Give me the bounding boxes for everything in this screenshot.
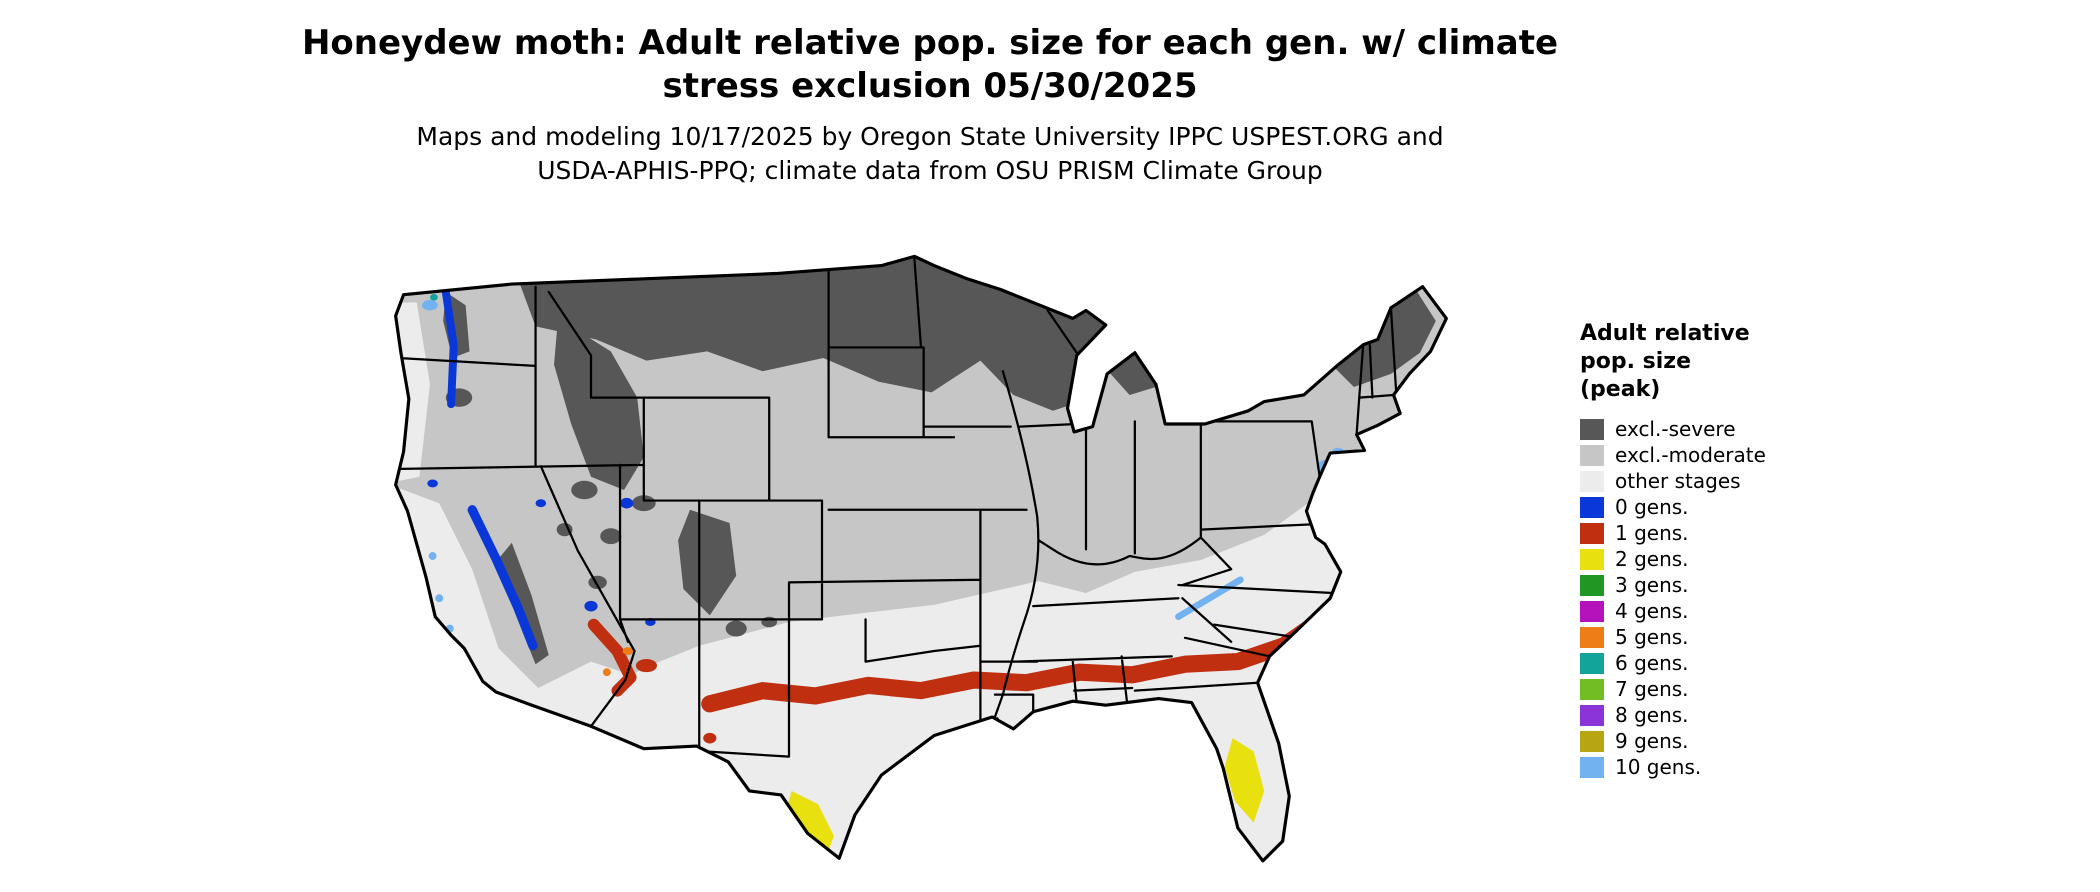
region-5-gens-orange	[602, 647, 634, 677]
legend-label: 3 gens.	[1615, 573, 1689, 598]
legend-item-9-gens: 9 gens.	[1580, 728, 1820, 754]
legend-swatch-4-gens	[1580, 600, 1604, 622]
legend-swatch-excl-moderate	[1580, 444, 1604, 466]
legend-swatch-10-gens	[1580, 756, 1604, 778]
title-line-1: Honeydew moth: Adult relative pop. size …	[301, 23, 1559, 63]
state-borders	[397, 257, 1398, 758]
region-excl-severe-north	[509, 256, 1122, 411]
legend-swatch-5-gens	[1580, 626, 1604, 648]
legend-swatch-1-gens	[1580, 522, 1604, 544]
region-2-gens-florida	[1224, 738, 1265, 823]
legend-swatch-9-gens	[1580, 730, 1604, 752]
region-excl-severe-rockies	[554, 318, 644, 490]
legend-item-8-gens: 8 gens.	[1580, 702, 1820, 728]
legend-label: 6 gens.	[1615, 651, 1689, 676]
subtitle-line-2: USDA-APHIS-PPQ; climate data from OSU PR…	[537, 155, 1323, 185]
legend-label: 0 gens.	[1615, 495, 1689, 520]
region-10-gens-appalachian-streak	[1175, 576, 1244, 621]
figure-subtitle: Maps and modeling 10/17/2025 by Oregon S…	[0, 120, 1860, 188]
region-2-gens-south-texas	[786, 790, 834, 857]
region-3-gens-green	[1226, 869, 1252, 881]
legend-swatch-7-gens	[1580, 678, 1604, 700]
legend-swatch-8-gens	[1580, 704, 1604, 726]
legend-swatch-2-gens	[1580, 548, 1604, 570]
title-line-2: stress exclusion 05/30/2025	[662, 65, 1198, 106]
legend-item-1-gens: 1 gens.	[1580, 520, 1820, 546]
legend-label: 7 gens.	[1615, 677, 1689, 702]
legend-label: excl.-severe	[1615, 417, 1736, 442]
legend-item-excl-moderate: excl.-moderate	[1580, 442, 1820, 468]
region-6-gens-teal	[429, 293, 438, 301]
legend-label: other stages	[1615, 469, 1741, 494]
us-outline	[394, 254, 1448, 863]
region-excl-severe-patches	[443, 292, 778, 637]
legend-label: 4 gens.	[1615, 599, 1689, 624]
legend-label: 9 gens.	[1615, 729, 1689, 754]
legend-item-5-gens: 5 gens.	[1580, 624, 1820, 650]
legend: Adult relative pop. size (peak) excl.-se…	[1580, 320, 1820, 780]
legend-item-other-stages: other stages	[1580, 468, 1820, 494]
legend-label: 8 gens.	[1615, 703, 1689, 728]
legend-item-excl-severe: excl.-severe	[1580, 416, 1820, 442]
legend-swatch-other-stages	[1580, 470, 1604, 492]
legend-label: excl.-moderate	[1615, 443, 1766, 468]
legend-label: 5 gens.	[1615, 625, 1689, 650]
legend-label: 2 gens.	[1615, 547, 1689, 572]
legend-swatch-3-gens	[1580, 574, 1604, 596]
legend-item-6-gens: 6 gens.	[1580, 650, 1820, 676]
region-excl-severe-colorado	[678, 509, 737, 616]
legend-swatch-0-gens	[1580, 496, 1604, 518]
region-excl-severe-sierra-east	[498, 542, 549, 665]
legend-item-4-gens: 4 gens.	[1580, 598, 1820, 624]
subtitle-line-1: Maps and modeling 10/17/2025 by Oregon S…	[416, 122, 1444, 151]
legend-item-10-gens: 10 gens.	[1580, 754, 1820, 780]
legend-item-0-gens: 0 gens.	[1580, 494, 1820, 520]
legend-item-3-gens: 3 gens.	[1580, 572, 1820, 598]
page-title: Honeydew moth: Adult relative pop. size …	[0, 22, 1860, 107]
us-map-svg	[394, 254, 1448, 881]
legend-item-2-gens: 2 gens.	[1580, 546, 1820, 572]
legend-item-7-gens: 7 gens.	[1580, 676, 1820, 702]
region-excl-severe-new-england	[1327, 292, 1436, 388]
legend-label: 1 gens.	[1615, 521, 1689, 546]
legend-title: Adult relative pop. size (peak)	[1580, 321, 1750, 403]
us-map	[315, 226, 1527, 886]
legend-swatch-excl-severe	[1580, 418, 1604, 440]
region-1-gens-red-band	[701, 616, 1323, 713]
region-0-gens-blue-dots	[427, 479, 656, 626]
region-0-gens-blue	[441, 288, 538, 651]
legend-swatch-6-gens	[1580, 652, 1604, 674]
legend-label: 10 gens.	[1615, 755, 1702, 780]
